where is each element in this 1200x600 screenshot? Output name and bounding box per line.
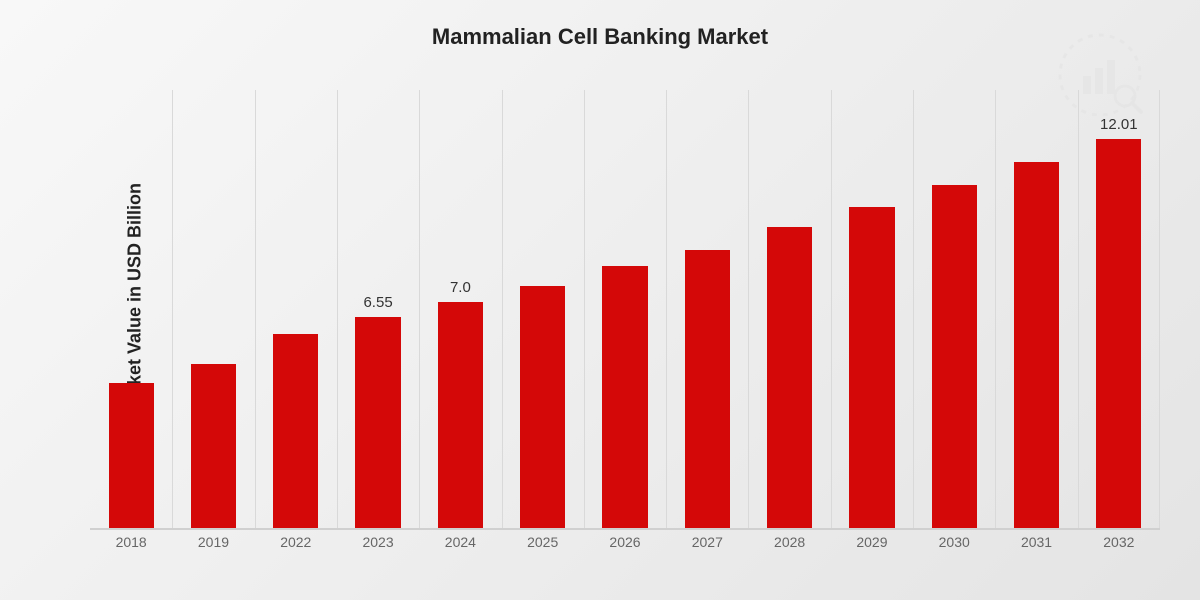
x-tick-label: 2031 [1021,534,1052,550]
bar: 12.01 [1096,139,1141,530]
bar-rect [109,383,154,530]
bar-value-label: 7.0 [450,279,471,296]
grid-line [584,90,585,530]
bar-rect [520,286,565,530]
x-tick-label: 2027 [692,534,723,550]
grid-line [337,90,338,530]
bar [273,334,318,530]
x-tick-label: 2028 [774,534,805,550]
bar [685,250,730,530]
bar [767,227,812,530]
grid-line [913,90,914,530]
bar-rect [273,334,318,530]
x-axis-baseline [90,528,1160,530]
grid-line [419,90,420,530]
grid-line [831,90,832,530]
grid-line [748,90,749,530]
bar [1014,162,1059,530]
x-tick-label: 2018 [116,534,147,550]
x-tick-label: 2032 [1103,534,1134,550]
x-tick-label: 2019 [198,534,229,550]
bar: 6.55 [355,317,400,530]
bar-rect [1014,162,1059,530]
bar-value-label: 12.01 [1100,116,1138,133]
x-tick-label: 2025 [527,534,558,550]
grid-line [666,90,667,530]
x-tick-label: 2029 [856,534,887,550]
grid-line [172,90,173,530]
bar: 7.0 [438,302,483,530]
chart-title: Mammalian Cell Banking Market [0,24,1200,50]
bar-rect [355,317,400,530]
bar-rect [602,266,647,530]
grid-line [1078,90,1079,530]
bar [602,266,647,530]
bar [191,364,236,530]
grid-line [995,90,996,530]
bar-rect [767,227,812,530]
x-tick-label: 2026 [609,534,640,550]
bar-rect [685,250,730,530]
bar [520,286,565,530]
bar-rect [1096,139,1141,530]
bar [849,207,894,530]
x-tick-label: 2022 [280,534,311,550]
grid-line [1159,90,1160,530]
bar-rect [932,185,977,530]
bar-rect [849,207,894,530]
bar [109,383,154,530]
bar [932,185,977,530]
x-tick-label: 2024 [445,534,476,550]
bars-container: 6.55 7.0 12.01 [90,90,1160,530]
bar-value-label: 6.55 [363,294,392,311]
bar-rect [438,302,483,530]
x-tick-label: 2023 [362,534,393,550]
bar-rect [191,364,236,530]
x-axis-ticks: 2018 2019 2022 2023 2024 2025 2026 2027 2028 2029… [90,534,1160,574]
x-tick-label: 2030 [939,534,970,550]
plot-area: 6.55 7.0 12.01 [90,90,1160,530]
grid-line [502,90,503,530]
grid-line [255,90,256,530]
